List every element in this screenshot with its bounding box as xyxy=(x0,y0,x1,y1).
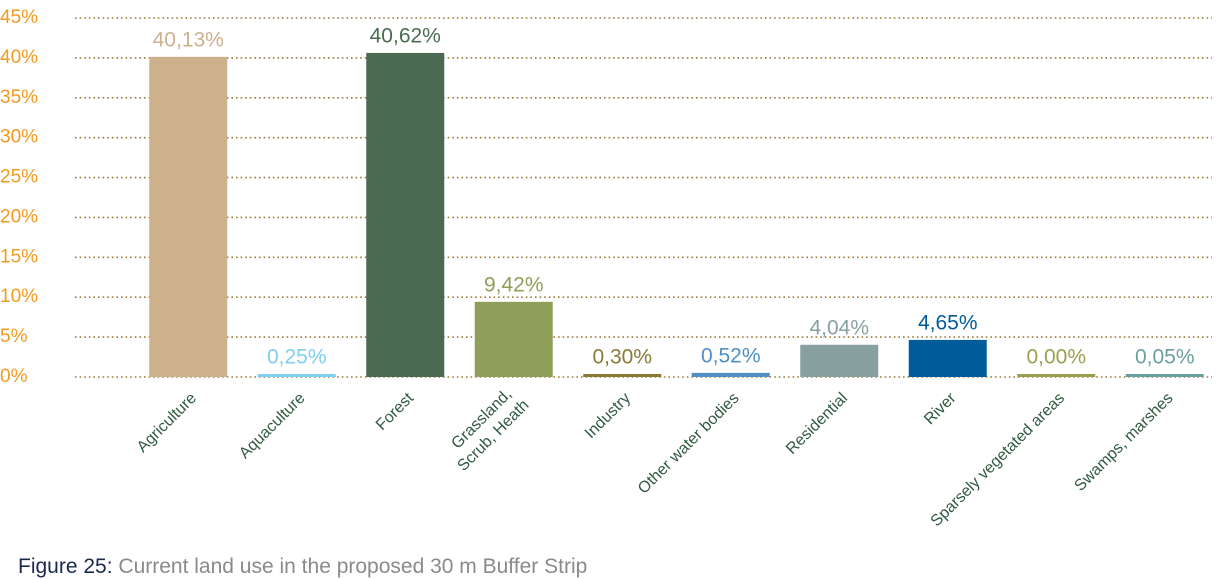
bar xyxy=(366,52,445,378)
bar xyxy=(583,374,662,377)
bar xyxy=(1125,374,1204,377)
bar xyxy=(800,344,879,377)
y-tick-label: 15% xyxy=(0,246,38,267)
caption: Figure 25: Current land use in the propo… xyxy=(18,555,587,578)
x-tick-label: Agriculture xyxy=(134,390,200,456)
bar xyxy=(257,374,336,377)
value-label: 0,00% xyxy=(1026,346,1086,369)
bar xyxy=(691,372,770,377)
x-tick-label: Swamps, marshes xyxy=(1071,390,1176,495)
value-label: 40,62% xyxy=(370,24,441,47)
caption-text: Current land use in the proposed 30 m Bu… xyxy=(118,555,587,578)
value-label: 40,13% xyxy=(153,28,224,51)
bar xyxy=(474,301,553,377)
x-tick-label: Other water bodies xyxy=(635,390,743,498)
y-tick-label: 0% xyxy=(0,366,28,387)
bar xyxy=(149,56,228,377)
y-tick-label: 10% xyxy=(0,286,38,307)
value-label: 0,30% xyxy=(592,346,652,369)
y-tick-label: 35% xyxy=(0,87,38,108)
y-tick-label: 40% xyxy=(0,47,38,68)
x-tick-label: Grassland, Scrub, Heath xyxy=(440,383,532,475)
x-tick-label: Aquaculture xyxy=(236,390,308,462)
caption-label: Figure 25: xyxy=(18,555,113,578)
value-label: 0,52% xyxy=(701,344,761,367)
y-tick-label: 30% xyxy=(0,127,38,148)
y-tick-label: 45% xyxy=(0,7,38,28)
y-tick-label: 5% xyxy=(0,326,28,347)
value-label: 4,65% xyxy=(918,311,978,334)
x-tick-label: Forest xyxy=(373,389,417,433)
x-tick-label: Industry xyxy=(582,390,634,442)
y-tick-label: 25% xyxy=(0,167,38,188)
bar xyxy=(908,339,987,377)
value-label: 9,42% xyxy=(484,273,544,296)
x-tick-label: Residential xyxy=(783,390,851,458)
value-label: 0,25% xyxy=(267,346,327,369)
value-label: 0,05% xyxy=(1135,346,1195,369)
value-label: 4,04% xyxy=(809,316,869,339)
x-tick-label: River xyxy=(921,389,960,428)
y-tick-label: 20% xyxy=(0,206,38,227)
bar xyxy=(1017,374,1096,377)
